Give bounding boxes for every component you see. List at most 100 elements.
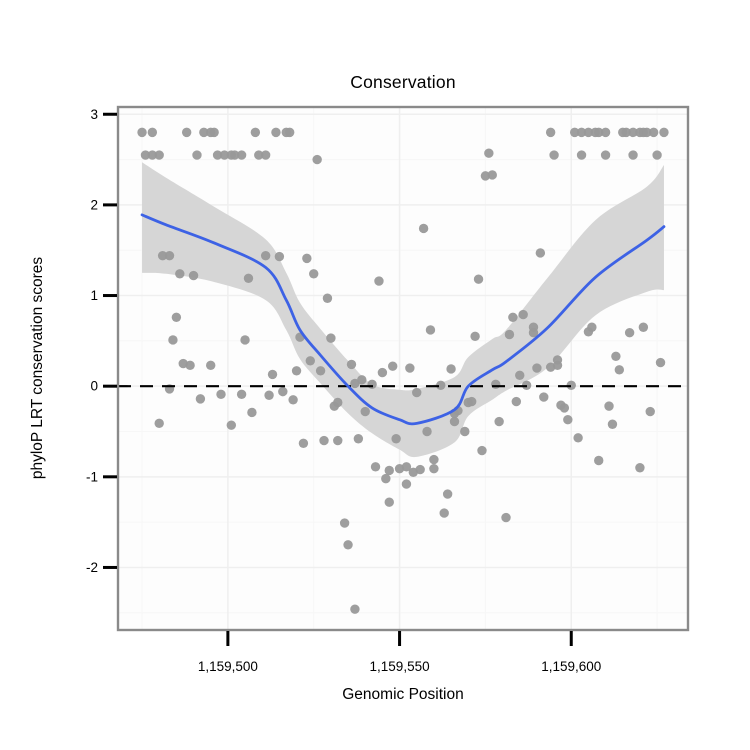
data-point (271, 127, 281, 138)
data-point (563, 415, 573, 425)
data-point (181, 127, 192, 138)
plot-panel (118, 107, 688, 630)
data-point (645, 406, 655, 417)
data-point (621, 127, 631, 138)
data-point (360, 406, 370, 417)
data-point (460, 426, 470, 437)
data-point (209, 127, 219, 138)
data-point (240, 335, 250, 345)
data-point (470, 331, 480, 342)
data-point (569, 127, 580, 138)
data-point (494, 416, 504, 427)
data-point (339, 518, 350, 528)
data-point (648, 127, 659, 138)
data-point (219, 150, 230, 160)
data-point (518, 309, 528, 320)
data-point (387, 361, 398, 371)
data-point (274, 251, 285, 262)
data-point (552, 360, 563, 371)
data-point (566, 380, 576, 390)
data-point (185, 360, 195, 371)
data-point (635, 463, 645, 473)
data-point (549, 150, 559, 160)
data-point (384, 497, 394, 507)
data-point (532, 363, 542, 373)
data-point (477, 445, 487, 456)
data-point (412, 387, 422, 398)
data-point (192, 150, 202, 160)
data-point (473, 274, 484, 284)
data-point (466, 396, 477, 407)
data-point (216, 389, 226, 400)
data-point (267, 369, 278, 380)
data-point (312, 154, 322, 165)
data-point (291, 366, 302, 376)
data-point (377, 367, 388, 378)
data-point (442, 489, 453, 499)
data-point (164, 250, 175, 261)
data-point (333, 435, 343, 446)
data-point (449, 416, 460, 427)
data-point (484, 148, 494, 158)
data-point (278, 386, 288, 397)
data-point (600, 127, 611, 138)
data-point (391, 434, 401, 444)
data-point (243, 273, 254, 284)
data-point (611, 351, 621, 361)
data-point (315, 366, 326, 376)
y-tick-label: 2 (90, 197, 98, 212)
data-point (480, 171, 491, 181)
data-point (367, 379, 377, 390)
data-point (545, 127, 556, 138)
data-point (439, 508, 449, 518)
data-point (195, 394, 206, 404)
y-tick-label: 0 (90, 379, 98, 394)
y-tick-label: -1 (86, 469, 98, 484)
data-point (600, 150, 611, 160)
data-point (446, 364, 456, 374)
data-point (260, 150, 271, 160)
data-point (137, 127, 147, 138)
data-point (381, 473, 391, 484)
data-point (425, 325, 436, 335)
confidence-ribbon (142, 162, 664, 458)
data-point (384, 465, 394, 476)
data-point (236, 389, 247, 400)
data-point (284, 127, 295, 138)
data-point (659, 127, 669, 138)
data-point (508, 312, 518, 322)
data-point (288, 395, 298, 405)
data-point (539, 392, 549, 402)
data-point (638, 322, 649, 332)
data-point (188, 270, 199, 281)
data-point (322, 293, 333, 303)
data-point (487, 170, 497, 180)
data-point (309, 269, 319, 279)
data-point (264, 390, 274, 400)
data-point (230, 150, 240, 160)
data-point (157, 250, 168, 261)
data-point (436, 380, 446, 390)
data-point (418, 223, 429, 234)
data-point (247, 407, 257, 418)
data-point (226, 420, 237, 430)
data-point (642, 127, 652, 138)
data-point (401, 462, 412, 472)
data-point (576, 127, 587, 138)
data-point (260, 250, 271, 261)
data-point (535, 248, 546, 258)
data-point (559, 403, 570, 413)
data-point (628, 150, 638, 160)
data-point (302, 253, 312, 264)
data-point (357, 375, 367, 385)
data-point (326, 333, 336, 343)
data-point (429, 463, 439, 474)
y-tick-label: 3 (90, 107, 98, 122)
data-point (374, 276, 384, 286)
smooth-line (140, 213, 666, 426)
data-point (199, 127, 209, 138)
data-point (206, 360, 216, 371)
data-point (370, 462, 381, 472)
data-point (254, 150, 264, 160)
